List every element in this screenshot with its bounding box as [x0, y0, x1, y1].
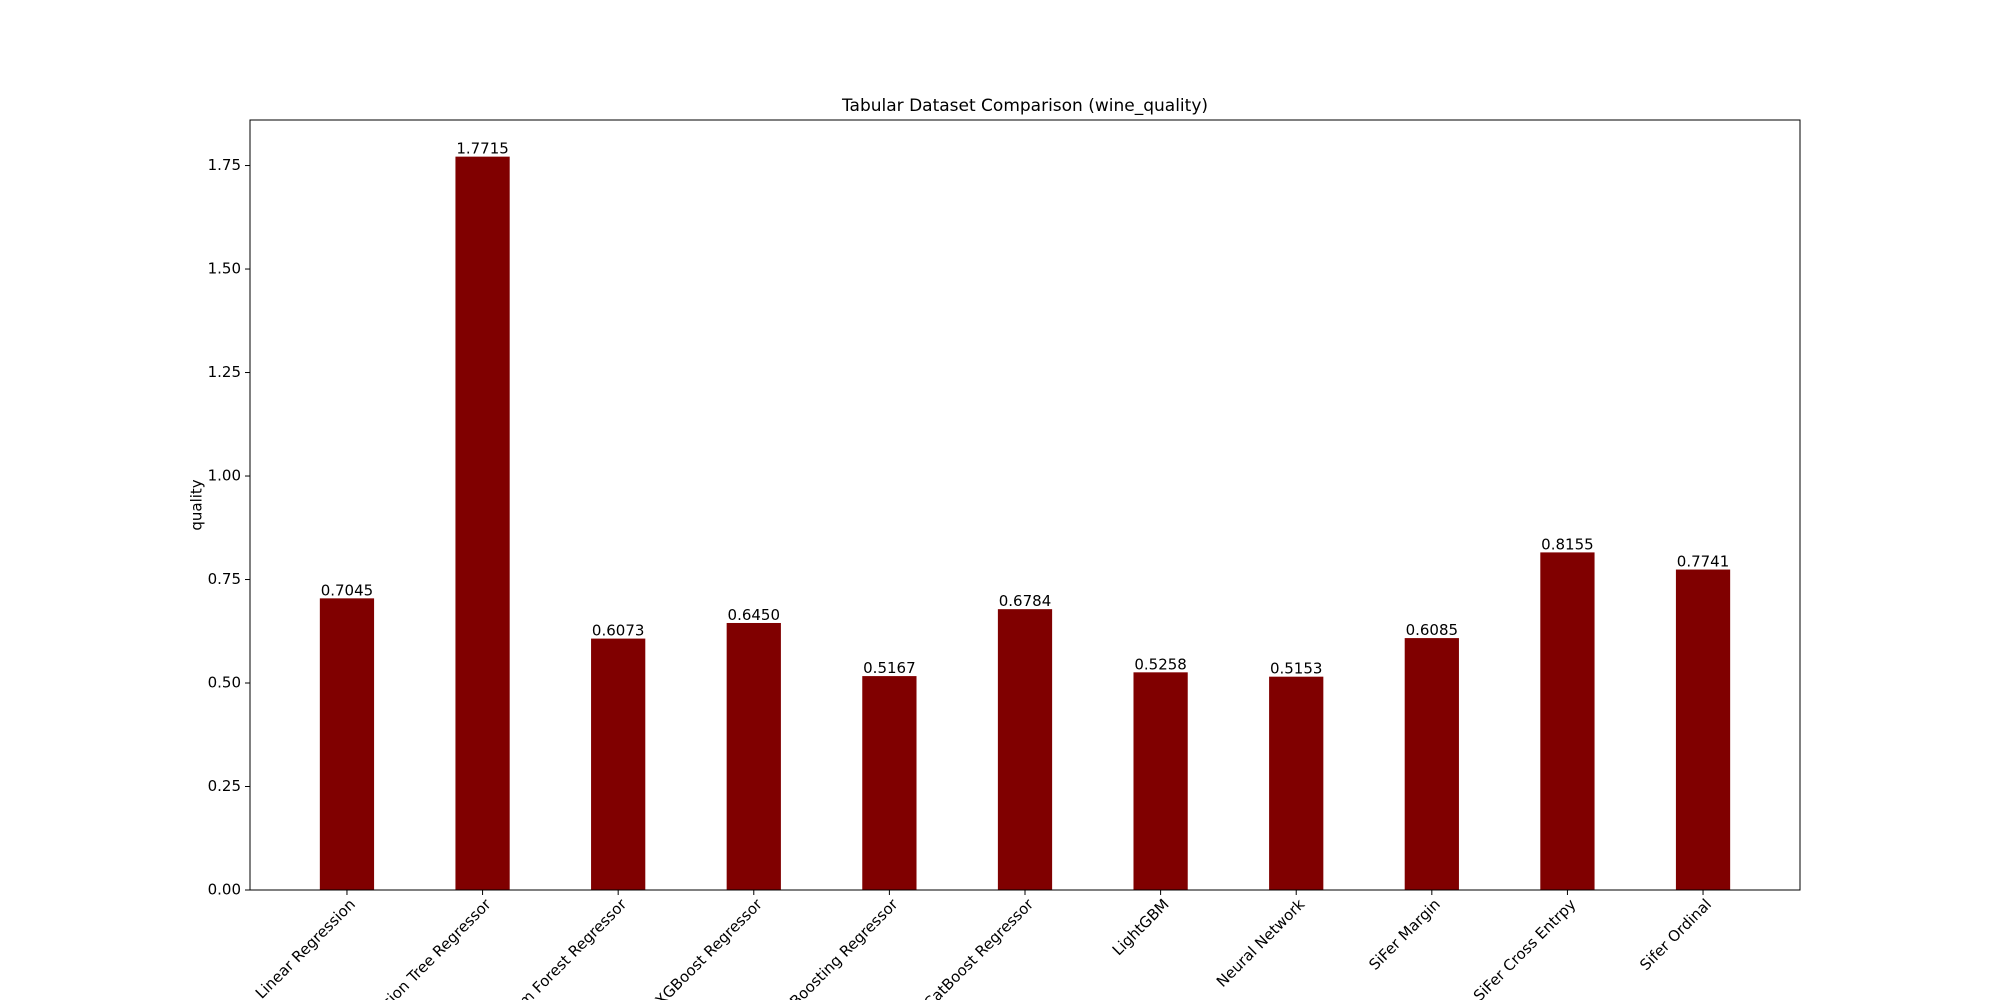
value-label: 0.8155	[1541, 535, 1594, 553]
x-tick-label: Linear Regression	[252, 895, 359, 1000]
value-label: 0.5258	[1134, 655, 1187, 673]
y-tick-label: 1.75	[208, 156, 241, 174]
y-tick-label: 0.00	[208, 881, 241, 899]
bar	[726, 622, 781, 890]
x-tick-label: Sifer Ordinal	[1636, 895, 1715, 974]
bar	[1404, 638, 1459, 890]
value-label: 0.6085	[1406, 621, 1459, 639]
y-tick-label: 0.75	[208, 570, 241, 588]
value-label: 0.6450	[728, 606, 781, 624]
x-tick-label: SiFer Margin	[1365, 895, 1443, 973]
bar	[591, 638, 646, 890]
y-axis-label: quality	[188, 479, 206, 530]
bar	[319, 598, 375, 890]
x-tick-label: CatBoost Regressor	[920, 895, 1037, 1000]
bar	[997, 609, 1053, 890]
value-label: 0.6784	[999, 592, 1052, 610]
bar	[1269, 676, 1324, 890]
x-tick-label: Decision Tree Regressor	[355, 895, 495, 1000]
y-tick-label: 0.50	[208, 674, 241, 692]
value-label: 0.6073	[592, 622, 645, 640]
value-label: 0.5167	[863, 659, 916, 677]
bar	[862, 676, 917, 890]
value-label: 0.7045	[321, 581, 374, 599]
y-tick-label: 1.25	[208, 363, 241, 381]
x-tick-label: Random Forest Regressor	[482, 895, 631, 1000]
bar	[1133, 672, 1188, 890]
x-tick-label: LightGBM	[1109, 895, 1173, 959]
chart-title: Tabular Dataset Comparison (wine_quality…	[841, 96, 1208, 116]
value-label: 1.7715	[456, 140, 509, 158]
y-tick-label: 1.50	[208, 260, 241, 278]
axes-frame	[249, 119, 1801, 891]
bar	[1675, 569, 1731, 890]
bar	[455, 156, 510, 891]
y-tick-label: 0.25	[208, 777, 241, 795]
x-tick-label: SiFer Cross Entrpy	[1470, 895, 1580, 1000]
y-tick-label: 1.00	[208, 467, 241, 485]
value-label: 0.7741	[1677, 553, 1730, 571]
value-label: 0.5153	[1270, 660, 1323, 678]
bar	[1540, 552, 1595, 890]
x-tick-label: XGBoost Regressor	[652, 895, 767, 1000]
x-tick-label: Neural Network	[1213, 895, 1309, 991]
